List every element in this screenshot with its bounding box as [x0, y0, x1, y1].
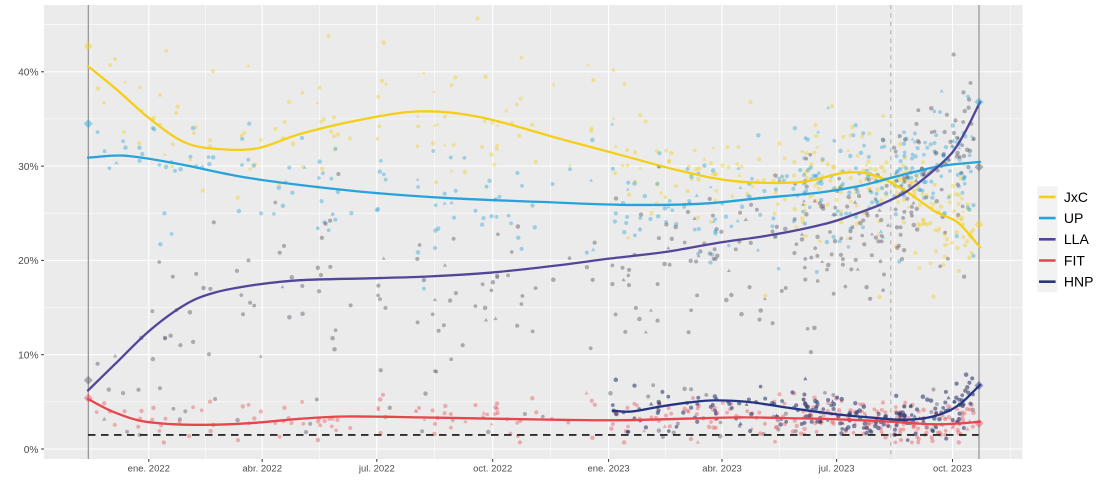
- svg-text:20%: 20%: [18, 256, 38, 267]
- svg-text:ene. 2022: ene. 2022: [128, 464, 170, 475]
- svg-text:UP: UP: [1064, 210, 1083, 226]
- svg-text:jul. 2022: jul. 2022: [358, 464, 395, 475]
- svg-text:jul. 2023: jul. 2023: [818, 464, 855, 475]
- svg-text:30%: 30%: [18, 162, 38, 173]
- svg-text:40%: 40%: [18, 68, 38, 79]
- svg-text:LLA: LLA: [1064, 231, 1090, 247]
- svg-text:10%: 10%: [18, 351, 38, 362]
- svg-text:FIT: FIT: [1064, 252, 1085, 268]
- svg-text:oct. 2023: oct. 2023: [933, 464, 972, 475]
- svg-text:abr. 2023: abr. 2023: [702, 464, 742, 475]
- svg-text:JxC: JxC: [1064, 189, 1088, 205]
- svg-text:ene. 2023: ene. 2023: [587, 464, 629, 475]
- svg-text:0%: 0%: [24, 445, 39, 456]
- svg-text:HNP: HNP: [1064, 274, 1094, 290]
- svg-text:oct. 2022: oct. 2022: [473, 464, 512, 475]
- svg-text:abr. 2022: abr. 2022: [242, 464, 282, 475]
